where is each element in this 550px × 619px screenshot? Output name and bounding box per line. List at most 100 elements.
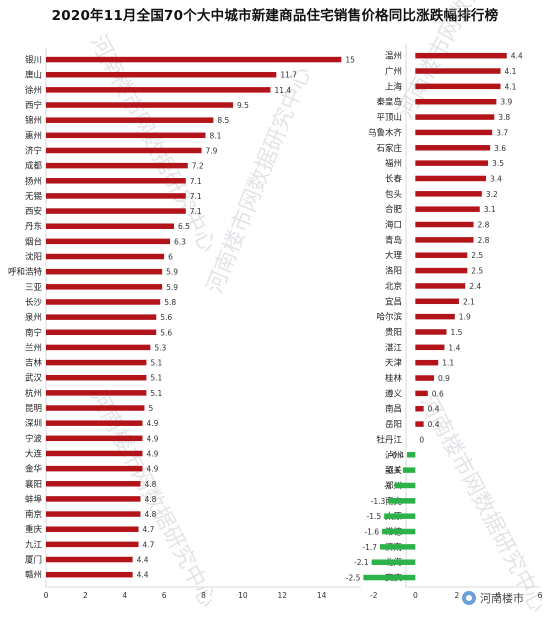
bar (415, 237, 474, 243)
left-bar-chart: 0 2 4 6 8 10 12 14 银川 15 唐山 11.7 徐州 11.4 西宁 9.5 锦州 8.5 惠州 8… (8, 48, 361, 600)
data-label: 1.9 (459, 313, 471, 322)
bar (46, 390, 147, 396)
x-tick-label: 2 (454, 591, 459, 600)
data-label: 5.9 (166, 268, 178, 277)
x-tick-label: 6 (538, 591, 543, 600)
chart-title: 2020年11月全国70个大中城市新建商品住宅销售价格同比涨跌幅排行榜 (51, 8, 499, 24)
category-label: 湛江 (385, 343, 403, 353)
category-label: 三亚 (25, 283, 43, 293)
category-label: 包头 (385, 189, 403, 200)
data-label: -2.1 (354, 558, 369, 567)
x-tick-label: 10 (238, 591, 248, 600)
bar (46, 511, 141, 517)
bar (46, 435, 143, 442)
category-label: 成都 (25, 161, 43, 172)
category-label: 郑州 (385, 480, 402, 491)
data-label: 5.6 (160, 313, 172, 322)
category-label: 石家庄 (376, 143, 402, 154)
category-label: 遵义 (385, 388, 403, 399)
bar (415, 160, 489, 166)
data-label: 4.9 (146, 449, 158, 458)
category-label: 乌鲁木齐 (368, 127, 403, 138)
bar (46, 571, 133, 578)
category-label: 青岛 (385, 235, 402, 246)
data-label: 3.1 (484, 205, 496, 214)
brand-text: 河南楼市 (480, 592, 524, 605)
data-label: 9.5 (237, 101, 249, 110)
category-label: 泸州 (385, 450, 402, 461)
bar (46, 329, 157, 336)
data-label: 8.5 (217, 116, 229, 125)
data-label: 5.1 (150, 359, 162, 368)
bar (415, 129, 493, 136)
category-label: 南昌 (385, 404, 402, 415)
category-label: 银川 (25, 55, 42, 66)
data-label: 4.9 (146, 465, 158, 474)
bar (46, 253, 165, 260)
bar (46, 238, 171, 245)
category-label: 兰州 (25, 342, 42, 353)
category-label: 呼和浩特 (8, 267, 43, 278)
data-label: -1.3 (371, 497, 386, 506)
bar (415, 359, 439, 366)
bar (380, 544, 416, 550)
category-label: 北京 (385, 281, 402, 292)
category-label: 昆明 (25, 404, 42, 414)
category-label: 上海 (385, 81, 403, 92)
bar (46, 208, 186, 214)
bar (415, 405, 424, 412)
category-label: 广州 (385, 66, 402, 77)
data-label: -0.4 (389, 451, 404, 460)
bar (46, 162, 188, 169)
category-label: 哈尔滨 (376, 312, 402, 323)
data-label: 0.6 (432, 389, 444, 398)
category-label: 洛阳 (385, 266, 402, 277)
data-label: 2.1 (463, 297, 475, 306)
watermark-text: 河南楼市网数据研究中心 (85, 31, 221, 256)
brand-logo: 河南楼市 (462, 588, 548, 608)
bar (46, 344, 151, 351)
category-label: 徐州 (25, 85, 42, 96)
data-label: -1.6 (364, 528, 379, 537)
data-label: 6 (168, 253, 173, 262)
bar (46, 268, 163, 275)
category-label: 宁波 (25, 433, 43, 444)
category-label: 桂林 (385, 373, 403, 384)
data-label: 6.5 (178, 222, 190, 231)
bar (46, 450, 143, 457)
right-bar-chart: -2 0 2 4 6 温州 4.4 广州 4.1 上海 4.1 秦皇岛 3.9 平顶山 3.8 乌鲁木齐 3.7… (346, 44, 543, 600)
bar (46, 359, 147, 366)
bar (415, 283, 466, 289)
data-label: -1 (384, 481, 392, 490)
data-label: -1.5 (367, 512, 382, 521)
category-label: 唐山 (25, 70, 42, 81)
data-label: 4.8 (145, 495, 157, 504)
data-label: 5.1 (150, 389, 162, 398)
category-label: 沈阳 (25, 252, 42, 263)
category-label: 赣州 (25, 570, 42, 581)
bar (407, 452, 416, 458)
data-label: 8.1 (209, 131, 221, 140)
bar (415, 421, 424, 427)
category-label: 无锡 (25, 192, 43, 202)
x-tick-label: 4 (122, 591, 127, 600)
category-label: 海口 (385, 220, 402, 231)
bar (46, 405, 145, 411)
category-label: 大理 (385, 250, 403, 261)
data-label: 1.5 (451, 328, 463, 337)
bar (415, 329, 447, 335)
bar (363, 574, 416, 581)
bar (46, 117, 214, 123)
bar (46, 284, 163, 290)
category-label: 襄阳 (25, 479, 42, 490)
x-tick-label: 6 (162, 591, 167, 600)
data-label: 5.6 (160, 328, 172, 337)
category-label: 锦州 (25, 115, 42, 126)
data-label: 3.2 (486, 190, 498, 199)
data-label: 4.4 (137, 556, 149, 565)
data-label: 3.6 (494, 144, 506, 153)
category-label: 平顶山 (376, 112, 402, 123)
data-label: 0.9 (438, 374, 450, 383)
x-tick-label: -2 (370, 591, 378, 600)
category-label: 合肥 (385, 204, 403, 215)
